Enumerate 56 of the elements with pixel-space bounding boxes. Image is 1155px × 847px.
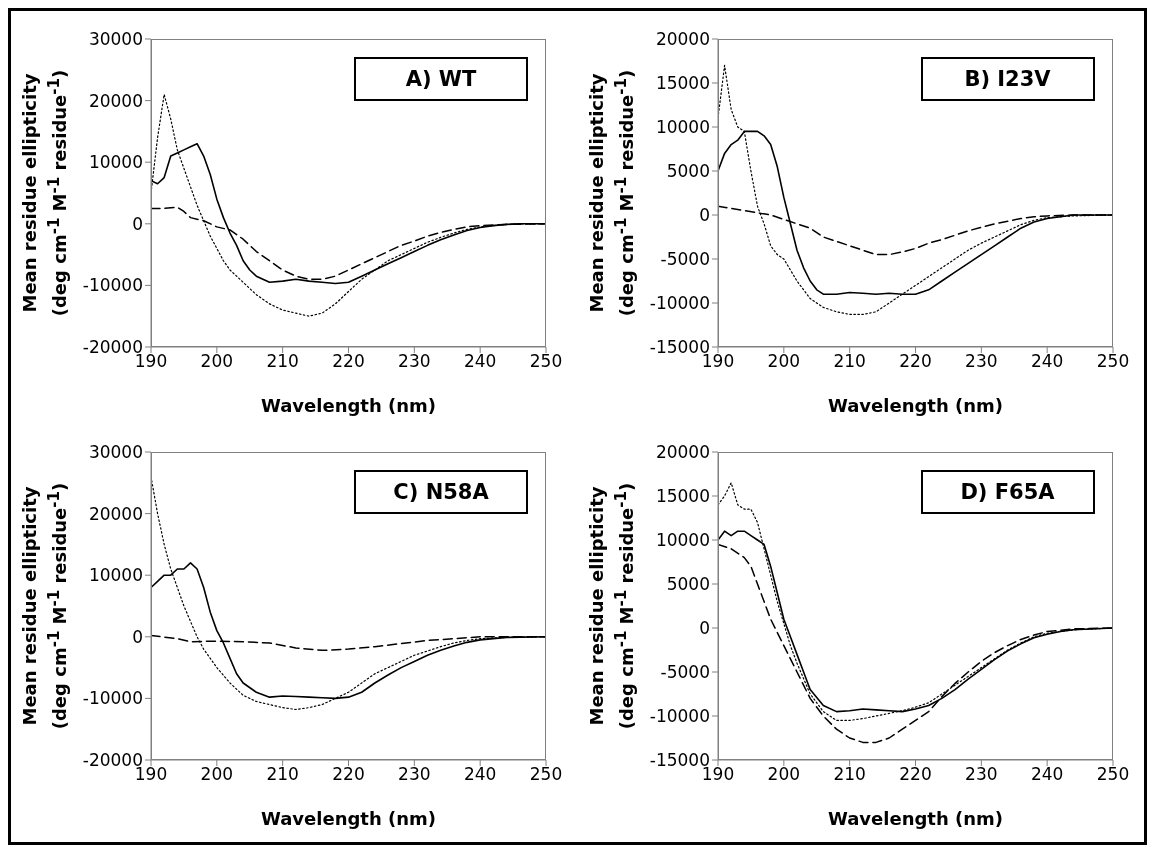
text: C) N58A [354, 469, 528, 514]
y-tick-label: 10000 [88, 152, 143, 173]
x-tick-label: 230 [398, 351, 431, 372]
x-axis-title: Wavelength (nm) [260, 807, 437, 829]
x-axis-title: Wavelength (nm) [827, 395, 1003, 416]
text: B) I23V [920, 57, 1095, 101]
x-tick-label: 230 [398, 763, 431, 784]
x-tick-label: 200 [767, 351, 800, 372]
y-tick-label: 15000 [655, 485, 710, 506]
x-tick-label: 220 [898, 351, 932, 372]
x-tick-label: 210 [266, 763, 299, 784]
y-tick-label: -10000 [82, 687, 143, 708]
x-tick-label: 250 [529, 351, 563, 372]
y-tick-label: 10000 [655, 117, 710, 138]
y-tick-label: 20000 [88, 503, 143, 524]
x-tick-label: 220 [332, 763, 365, 784]
x-tick-label: 250 [1096, 351, 1129, 372]
y-tick-label: 30000 [88, 29, 143, 50]
y-tick-label: -10000 [82, 275, 143, 296]
x-tick-label: 240 [463, 763, 497, 784]
x-tick-label: 200 [200, 351, 234, 372]
x-tick-label: 250 [529, 763, 563, 784]
x-tick-label: 210 [266, 351, 299, 372]
x-tick-label: 200 [767, 763, 800, 784]
y-tick-label: 30000 [88, 441, 143, 462]
y-tick-label: -5000 [660, 249, 710, 270]
y-tick-label: 0 [132, 626, 143, 647]
x-tick-label: 240 [463, 351, 497, 372]
y-tick-label: 20000 [88, 90, 143, 111]
y-tick-label: -10000 [649, 705, 710, 726]
x-tick-label: 250 [1096, 763, 1129, 784]
y-tick-label: 0 [698, 205, 710, 226]
y-tick-label: 15000 [655, 73, 710, 94]
x-tick-label: 210 [832, 763, 866, 784]
y-tick-label: 0 [698, 617, 710, 638]
x-tick-label: 200 [200, 763, 234, 784]
x-tick-label: 210 [832, 351, 866, 372]
y-tick-label: 0 [132, 213, 143, 234]
y-tick-label: 10000 [88, 564, 143, 585]
x-tick-label: 230 [964, 763, 998, 784]
x-axis-title: Wavelength (nm) [827, 807, 1003, 829]
x-tick-label: 220 [898, 763, 932, 784]
x-tick-label: 240 [1030, 763, 1063, 784]
y-tick-label: 10000 [655, 529, 710, 550]
text: A) WT [354, 57, 528, 101]
y-tick-label: -5000 [660, 661, 710, 682]
x-tick-label: 240 [1030, 351, 1063, 372]
y-tick-label: 20000 [655, 441, 710, 462]
text: D) F65A [920, 469, 1095, 514]
y-tick-label: 5000 [666, 161, 710, 182]
x-tick-label: 220 [332, 351, 365, 372]
y-tick-label: 20000 [655, 29, 710, 50]
x-tick-label: 230 [964, 351, 998, 372]
y-tick-label: 5000 [666, 573, 710, 594]
x-axis-title: Wavelength (nm) [260, 395, 437, 416]
y-tick-label: -10000 [649, 293, 710, 314]
